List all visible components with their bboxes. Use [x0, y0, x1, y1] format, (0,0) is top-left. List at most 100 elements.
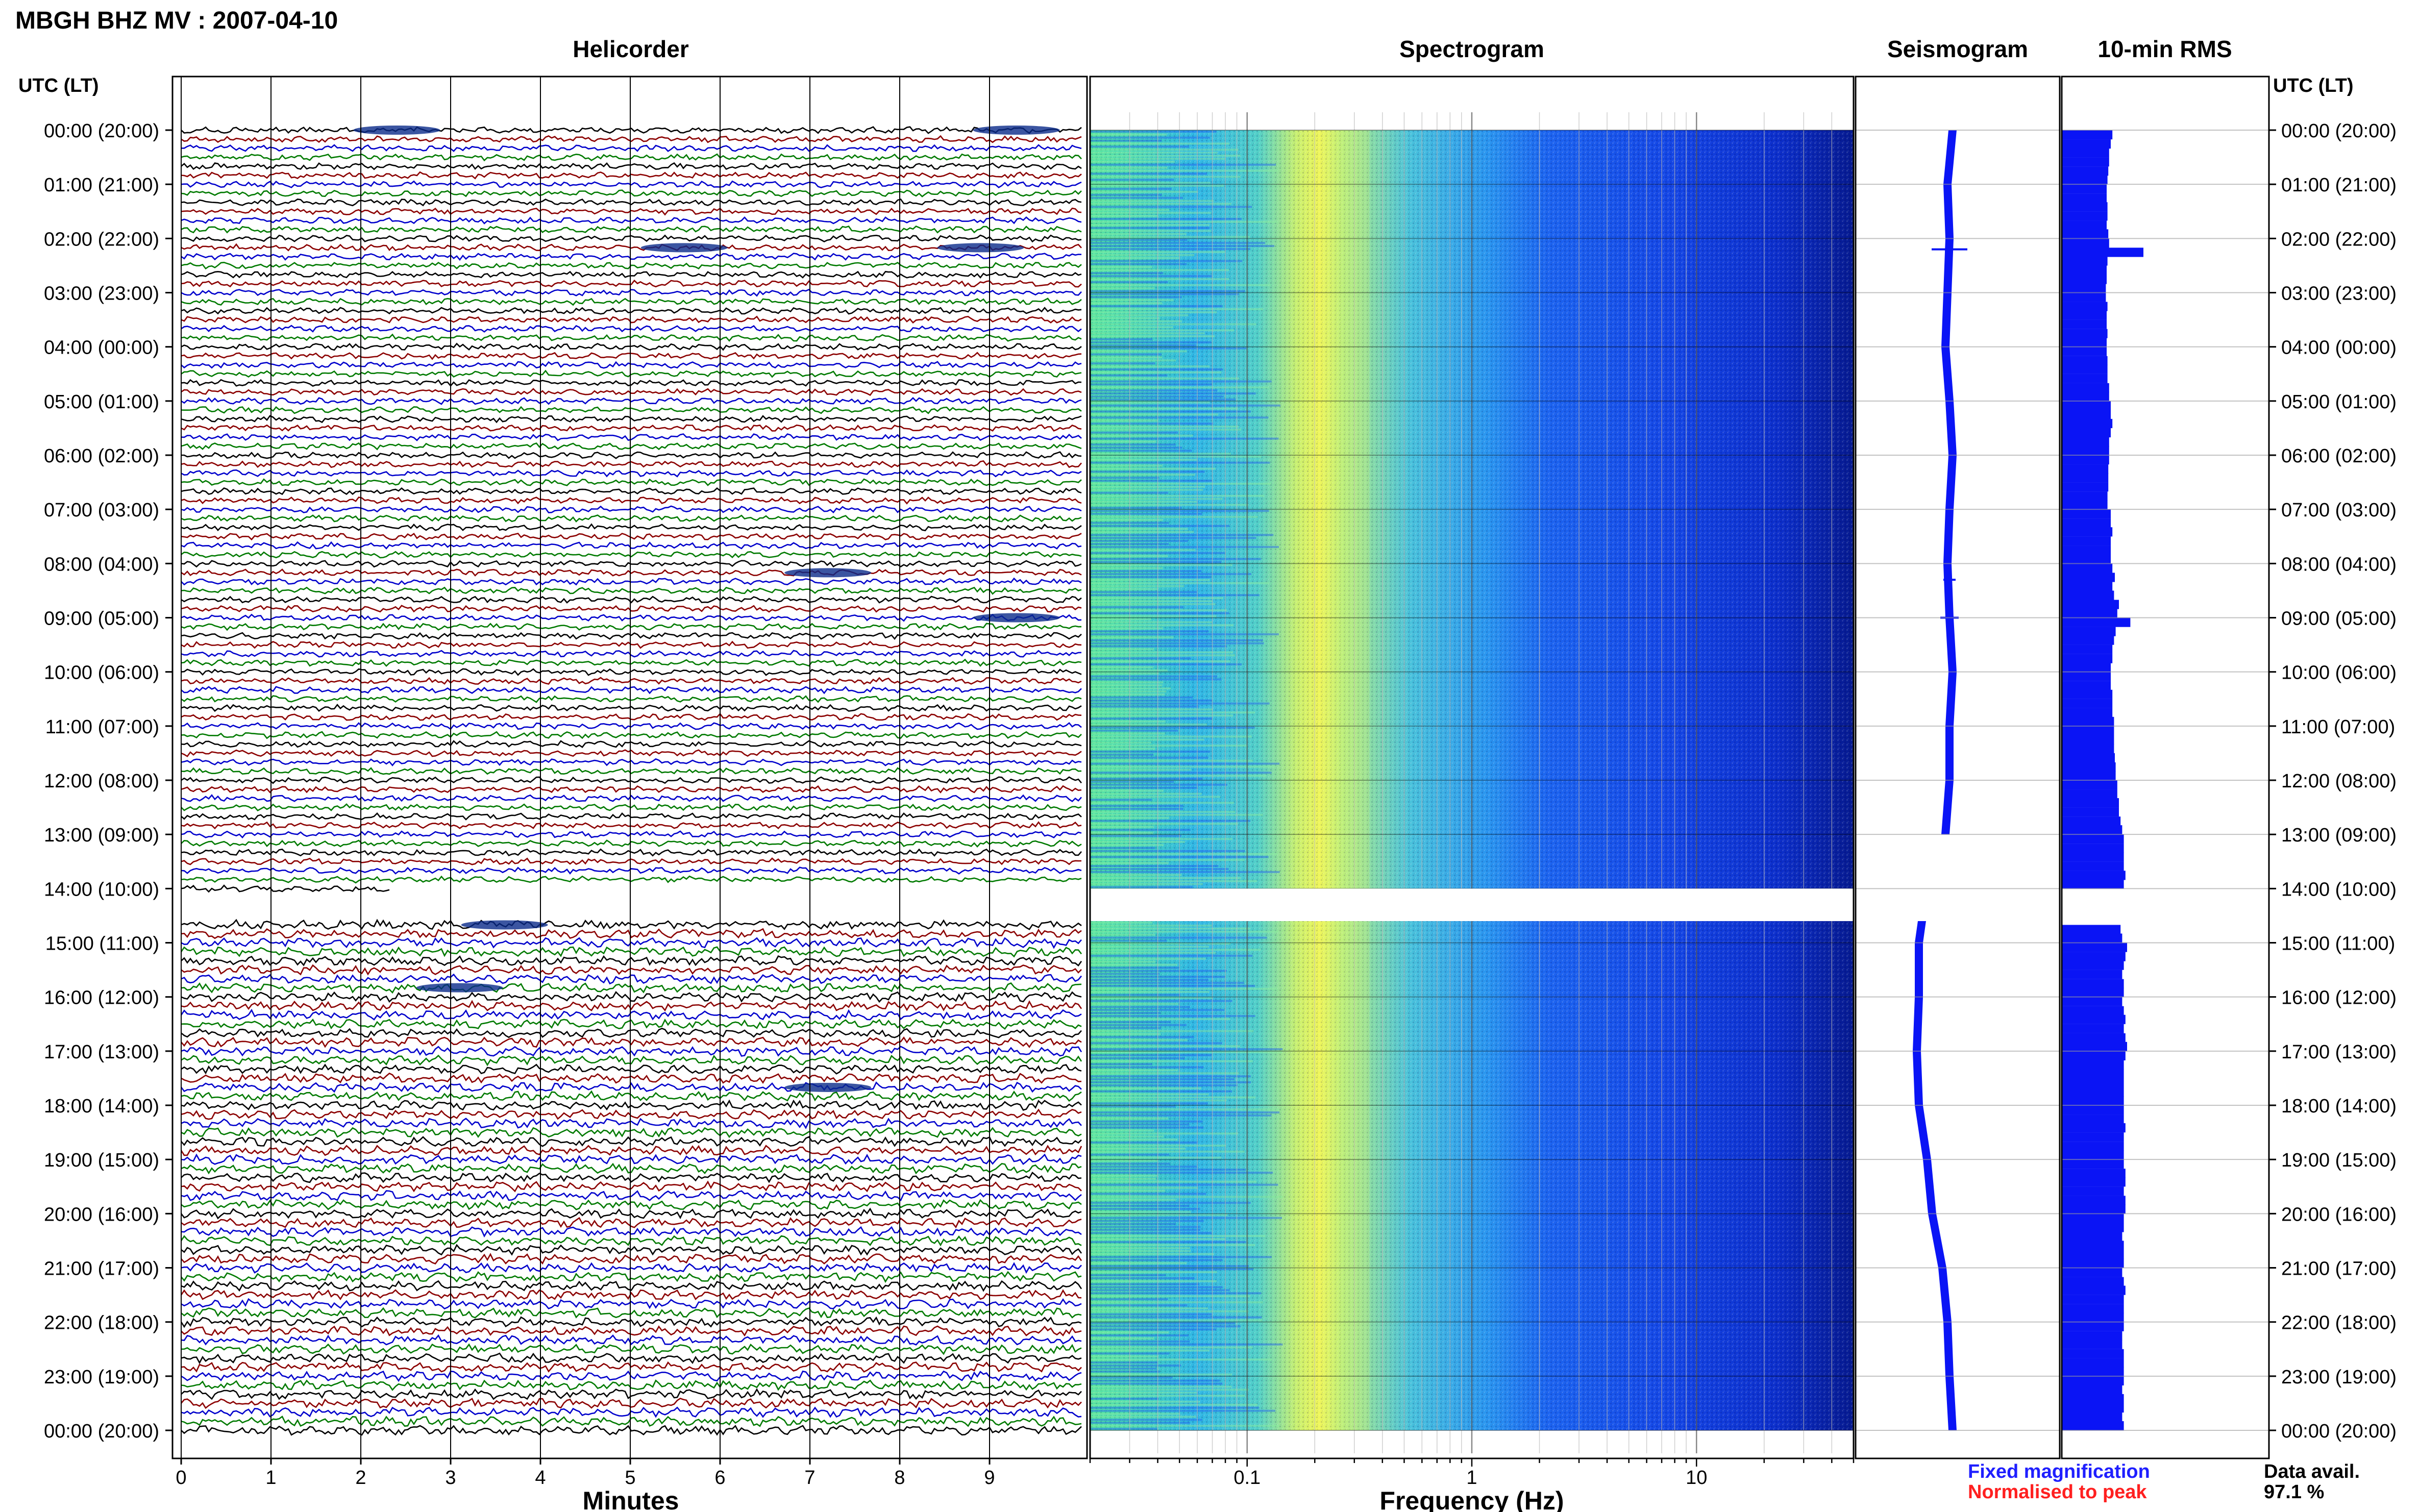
- helicorder-trace-line: [180, 1289, 1082, 1301]
- helicorder-trace-line: [180, 1145, 1082, 1156]
- spectrogram-row-streak: [1090, 642, 1264, 645]
- spectrogram-row-streak: [1090, 1304, 1188, 1306]
- rms-bar: [2062, 337, 2107, 347]
- spectrogram-row-streak: [1090, 1425, 1279, 1427]
- spectrogram-row-streak: [1090, 1039, 1188, 1042]
- spectrogram-row-streak: [1090, 1346, 1253, 1349]
- helicorder-trace-line: [181, 1153, 1082, 1165]
- helicorder-trace-line: [181, 1334, 1082, 1346]
- helicorder-trace-line: [181, 650, 1082, 658]
- time-tick-label-left: 19:00 (15:00): [44, 1150, 159, 1171]
- spectrogram-row-streak: [1090, 236, 1250, 238]
- spectrogram-row-streak: [1090, 455, 1262, 458]
- spectrogram-row-streak: [1090, 627, 1163, 630]
- spectrogram-row-streak: [1090, 1343, 1283, 1346]
- helicorder-trace-line: [181, 216, 1082, 225]
- spectrogram-row-streak: [1090, 1021, 1171, 1023]
- spectrogram-row-streak: [1090, 266, 1152, 268]
- spectrogram-row-streak: [1090, 1226, 1201, 1228]
- spectrogram-row-streak: [1090, 423, 1214, 425]
- helicorder-trace-line: [181, 1262, 1082, 1274]
- helicorder-event: [353, 126, 440, 135]
- helicorder-trace-line: [181, 1072, 1082, 1084]
- spectrogram-row-streak: [1090, 1066, 1204, 1069]
- rms-bar: [2062, 410, 2111, 420]
- time-tick-label-left: 21:00 (17:00): [44, 1258, 159, 1280]
- spectrogram-row-streak: [1090, 1078, 1235, 1081]
- spectrogram-row-streak: [1090, 654, 1235, 657]
- helicorder-trace-line: [181, 497, 1082, 505]
- rms-bar: [2062, 437, 2109, 447]
- spectrogram-row-streak: [1090, 534, 1274, 536]
- helicorder-trace-line: [181, 1127, 1082, 1138]
- spectrogram-row-streak: [1090, 769, 1192, 771]
- spectrogram-row-streak: [1090, 1087, 1202, 1089]
- time-tick-label-right: 10:00 (06:00): [2281, 662, 2397, 684]
- helicorder-trace-line: [181, 1253, 1082, 1265]
- helicorder-trace-line: [181, 487, 1082, 495]
- helicorder-trace-line: [181, 686, 1082, 695]
- spectrogram-row-streak: [1090, 579, 1210, 581]
- helicorder-trace-line: [181, 658, 1082, 667]
- helicorder-trace-line: [181, 126, 1082, 134]
- rms-bar: [2062, 681, 2111, 690]
- spectrogram-row-streak: [1090, 160, 1175, 163]
- spectrogram-row-streak: [1090, 681, 1164, 684]
- helicorder-trace-line: [181, 1379, 1082, 1391]
- time-tick-label-left: 18:00 (14:00): [44, 1096, 159, 1117]
- helicorder-trace-line: [181, 722, 1082, 730]
- spectrogram-row-streak: [1090, 741, 1152, 744]
- spectrogram-row-streak: [1090, 1060, 1253, 1062]
- spectrogram-row-streak: [1090, 296, 1182, 299]
- spectrogram-row-streak: [1090, 371, 1222, 374]
- helicorder-trace-line: [181, 153, 1082, 162]
- rms-bar: [2062, 871, 2126, 880]
- spectrogram-row-streak: [1090, 1054, 1212, 1056]
- spectrogram-row-streak: [1090, 380, 1272, 383]
- spectrogram-row-streak: [1090, 368, 1223, 370]
- helicorder-trace-line: [181, 839, 1082, 848]
- rms-bar: [2062, 970, 2122, 979]
- spectrogram-row-streak: [1090, 952, 1216, 954]
- spectrogram-row-streak: [1090, 783, 1227, 786]
- helicorder-trace-line: [181, 577, 1082, 586]
- spectrogram-row-streak: [1090, 172, 1207, 175]
- time-tick-label-left: 04:00 (00:00): [44, 337, 159, 359]
- rms-bar: [2062, 689, 2113, 699]
- spectrogram-row-streak: [1090, 615, 1217, 617]
- spectrogram-row-streak: [1090, 1003, 1179, 1005]
- spectrogram-row-streak: [1090, 474, 1195, 476]
- spectrogram-row-streak: [1090, 786, 1197, 789]
- time-tick-labels: 00:00 (20:00) 00:00 (20:00) 01:00 (21:00) 0…: [44, 120, 2397, 1442]
- helicorder-x-axis-label: Minutes: [583, 1486, 679, 1512]
- spectrogram-row-streak: [1090, 501, 1197, 503]
- helicorder-trace-line: [181, 749, 1082, 757]
- helicorder-event: [461, 920, 548, 930]
- rms-bar: [2062, 148, 2109, 158]
- helicorder-trace-line: [181, 803, 1082, 812]
- spectrogram-row-streak: [1090, 239, 1188, 241]
- time-tick-label-left: 22:00 (18:00): [44, 1312, 159, 1334]
- rms-bar: [2062, 1150, 2124, 1160]
- rms-bar: [2062, 1223, 2124, 1232]
- rms-bar: [2062, 925, 2121, 934]
- helicorder-trace-line: [181, 1118, 1082, 1129]
- spectrogram-row-streak: [1090, 973, 1160, 975]
- rms-bar: [2062, 1105, 2124, 1115]
- spectrogram-row-streak: [1090, 1180, 1257, 1183]
- spectrogram-row-streak: [1090, 660, 1230, 663]
- spectrogram-row-streak: [1090, 254, 1195, 256]
- spectrogram-row-streak: [1090, 1428, 1157, 1430]
- rms-bar: [2062, 1042, 2127, 1051]
- helicorder-trace-line: [181, 794, 1082, 803]
- helicorder-trace-line: [181, 740, 1082, 748]
- spectrogram-row-streak: [1090, 1123, 1190, 1126]
- spectrogram-row-streak: [1090, 1186, 1198, 1189]
- spectrogram-row-streak: [1090, 356, 1163, 359]
- spectrogram-row-streak: [1090, 528, 1188, 530]
- spectrogram-row-streak: [1090, 1277, 1195, 1279]
- spectrogram-row-streak: [1090, 401, 1210, 404]
- helicorder-event: [784, 568, 872, 578]
- spectrogram-row-streak: [1090, 341, 1212, 343]
- spectrogram-row-streak: [1090, 987, 1277, 990]
